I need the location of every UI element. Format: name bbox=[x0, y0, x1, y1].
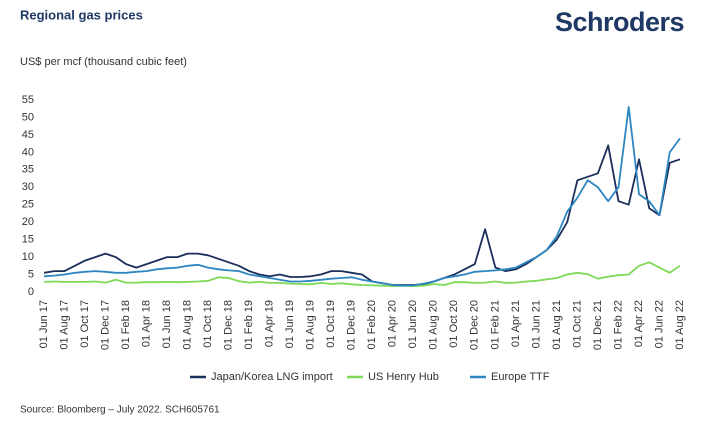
x-tick-label: 01 Dec 18 bbox=[223, 300, 235, 350]
x-tick-label: 01 Dec 17 bbox=[99, 300, 111, 350]
x-tick-label: 01 Apr 21 bbox=[510, 300, 522, 347]
x-tick-label: 01 Jun 21 bbox=[530, 300, 542, 348]
y-tick-label: 55 bbox=[22, 94, 34, 106]
x-tick-label: 01 Dec 21 bbox=[592, 300, 604, 350]
y-tick-label: 10 bbox=[22, 251, 34, 263]
x-tick-label: 01 Aug 17 bbox=[58, 300, 70, 350]
x-tick-label: 01 Apr 22 bbox=[633, 300, 645, 347]
x-tick-label: 01 Feb 21 bbox=[489, 300, 501, 350]
x-tick-label: 01 Jun 22 bbox=[653, 300, 665, 348]
y-tick-label: 0 bbox=[28, 286, 34, 298]
x-tick-label: 01 Oct 19 bbox=[325, 300, 337, 348]
y-tick-label: 40 bbox=[22, 146, 34, 158]
x-tick-label: 01 Feb 18 bbox=[120, 300, 132, 350]
y-tick-label: 25 bbox=[22, 199, 34, 211]
logo: Schroders bbox=[555, 7, 684, 37]
series-line bbox=[43, 261, 681, 287]
source: Source: Bloomberg – July 2022. SCH605761 bbox=[20, 405, 220, 416]
legend-label: Japan/Korea LNG import bbox=[211, 371, 333, 383]
x-tick-label: 01 Oct 17 bbox=[79, 300, 91, 348]
y-tick-label: 50 bbox=[22, 111, 34, 123]
x-tick-label: 01 Dec 20 bbox=[469, 300, 481, 350]
y-tick-label: 5 bbox=[28, 268, 34, 280]
x-tick-label: 01 Aug 21 bbox=[551, 300, 563, 350]
x-tick-label: 01 Apr 19 bbox=[264, 300, 276, 347]
series-line bbox=[43, 144, 681, 286]
x-tick-label: 01 Apr 20 bbox=[387, 300, 399, 347]
y-tick-label: 15 bbox=[22, 234, 34, 246]
x-tick-label: 01 Oct 20 bbox=[448, 300, 460, 348]
x-tick-label: 01 Oct 18 bbox=[202, 300, 214, 348]
y-axis-label: US$ per mcf (thousand cubic feet) bbox=[20, 56, 187, 68]
x-tick-label: 01 Aug 20 bbox=[428, 300, 440, 350]
x-tick-label: 01 Jun 17 bbox=[38, 300, 50, 348]
x-tick-label: 01 Oct 21 bbox=[571, 300, 583, 348]
x-tick-label: 01 Feb 19 bbox=[243, 300, 255, 350]
series-line bbox=[43, 106, 681, 287]
x-tick-label: 01 Feb 20 bbox=[366, 300, 378, 350]
x-tick-label: 01 Jun 19 bbox=[284, 300, 296, 348]
x-tick-label: 01 Aug 19 bbox=[305, 300, 317, 350]
x-tick-label: 01 Apr 18 bbox=[140, 300, 152, 347]
y-tick-label: 45 bbox=[22, 129, 34, 141]
x-tick-label: 01 Aug 18 bbox=[182, 300, 194, 350]
legend-label: Europe TTF bbox=[491, 371, 550, 383]
x-tick-label: 01 Jun 20 bbox=[407, 300, 419, 348]
x-tick-label: 01 Aug 22 bbox=[674, 300, 686, 350]
y-tick-label: 20 bbox=[22, 216, 34, 228]
x-tick-label: 01 Jun 18 bbox=[161, 300, 173, 348]
y-tick-label: 30 bbox=[22, 181, 34, 193]
chart-title: Regional gas prices bbox=[20, 7, 143, 22]
legend-label: US Henry Hub bbox=[368, 371, 439, 383]
x-tick-label: 01 Feb 22 bbox=[612, 300, 624, 350]
x-tick-label: 01 Dec 19 bbox=[346, 300, 358, 350]
y-tick-label: 35 bbox=[22, 164, 34, 176]
